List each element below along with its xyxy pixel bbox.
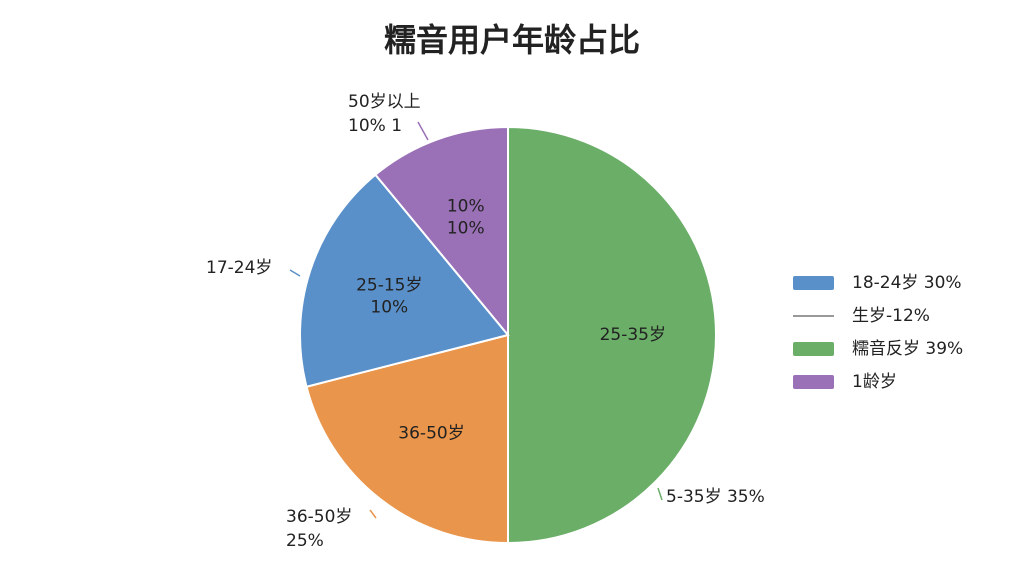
chart-title: 糯音用户年龄占比 — [384, 21, 640, 59]
pie-slice — [305, 333, 509, 545]
legend-marker — [793, 342, 834, 356]
callout-label: 25% — [286, 531, 324, 551]
legend-label: 生岁-12% — [852, 306, 930, 326]
callout-line — [289, 269, 301, 277]
callout-label: 17-24岁 — [206, 258, 272, 278]
legend-marker — [793, 375, 834, 389]
legend-label: 糯音反岁 39% — [852, 339, 963, 359]
callout-line — [369, 509, 377, 519]
callout-label: 50岁以上 — [348, 92, 421, 112]
callout-label: 5-35岁 35% — [666, 487, 765, 507]
legend-label: 18-24岁 30% — [852, 273, 962, 293]
callout-line — [417, 121, 429, 141]
slice-label: 25-35岁 — [600, 325, 666, 345]
callout-line — [657, 487, 663, 501]
slice-label: 10% — [447, 219, 485, 239]
callout-label: 10% 1 — [348, 116, 402, 136]
slice-label: 10% — [447, 197, 485, 217]
pie-slice — [507, 125, 717, 545]
slice-label: 36-50岁 — [398, 424, 464, 444]
slice-label: 10% — [370, 297, 408, 317]
pie-slice — [374, 125, 509, 338]
callout-label: 36-50岁 — [286, 507, 352, 527]
pie-slice — [299, 173, 510, 388]
slice-label: 25-15岁 — [356, 275, 422, 295]
legend-marker — [793, 276, 834, 290]
legend-label: 1龄岁 — [852, 372, 897, 392]
